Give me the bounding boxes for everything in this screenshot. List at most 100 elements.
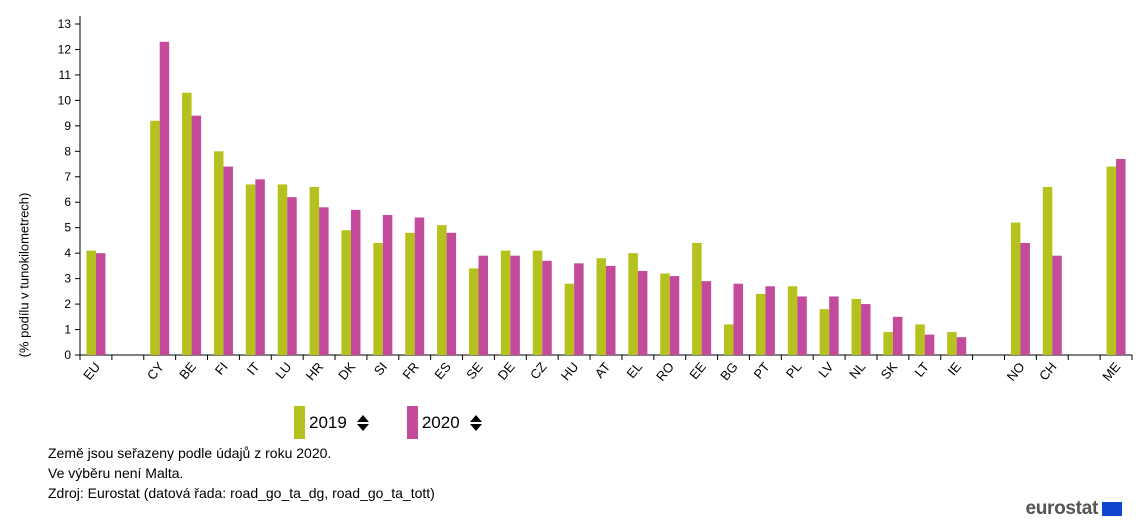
bar-2019-NL [851,298,862,355]
legend-swatch-2020 [406,406,418,439]
bar-2019-LU [277,184,288,355]
bar-2020-SE [478,255,488,355]
x-tick-label-IT: IT [244,359,263,378]
bar-2020-AT [606,265,616,355]
bar-2019-EU [86,250,96,355]
y-tick-label: 12 [58,42,72,56]
bar-2020-RO [669,276,680,355]
bar-2019-DK [341,230,351,355]
bar-2020-BE [191,115,202,356]
note-excluded: Ve výběru není Malta. [48,465,184,481]
y-axis-label-wrap: (% podílu v tunokilometrech) [0,0,40,528]
y-tick-label: 13 [58,17,72,31]
bar-2019-CH [1042,186,1053,355]
bar-2019-HU [564,283,575,355]
bar-2020-DE [510,255,520,355]
bar-2019-RO [660,273,670,355]
bar-2019-CY [150,120,160,355]
legend-item-2019[interactable]: 2019 [294,406,369,439]
x-tick-label-HR: HR [303,359,327,383]
legend-label-2019: 2019 [309,412,347,432]
bar-2019-FI [213,151,224,355]
bar-2019-IT [245,184,256,355]
sort-icon[interactable] [469,414,482,431]
y-tick-label: 4 [64,246,71,260]
bar-2019-NO [1010,222,1021,355]
bar-2020-PT [765,286,775,355]
y-tick-label: 9 [64,119,71,133]
x-tick-label-SE: SE [463,359,486,382]
bar-2019-HR [309,186,320,355]
bar-2019-ES [437,225,447,355]
bar-2019-DE [500,250,511,355]
bar-2020-NO [1020,242,1030,355]
x-tick-label-LV: LV [815,359,836,380]
y-axis-label: (% podílu v tunokilometrech) [16,192,32,358]
x-tick-label-RO: RO [653,359,677,384]
bar-2020-LU [287,197,297,355]
eurostat-logo: eurostat [1025,498,1122,520]
y-tick-label: 10 [58,93,72,107]
bar-2020-CH [1052,255,1062,355]
bar-2020-NL [861,304,871,355]
bar-2020-CY [159,41,170,355]
bar-2019-CZ [532,250,543,355]
bar-2020-EE [701,281,712,355]
bar-2019-SE [468,268,479,355]
bar-2020-SK [892,316,903,355]
bar-2019-FR [405,232,415,355]
x-tick-label-LU: LU [272,359,294,381]
x-tick-label-FI: FI [212,359,231,377]
y-tick-label: 11 [59,68,72,82]
bar-2020-DK [350,209,361,355]
bar-2019-SI [373,242,383,355]
note-source: Zdroj: Eurostat (datová řada: road_go_ta… [48,485,435,501]
bar-2020-BG [733,283,744,355]
bar-2020-IT [255,179,265,355]
y-tick-label: 7 [64,170,71,184]
bar-2019-IE [947,332,957,355]
bar-2020-LT [924,334,935,355]
x-tick-label-PT: PT [751,359,773,381]
bar-2020-EU [95,253,106,355]
bar-2020-ME [1116,158,1126,355]
x-tick-label-CH: CH [1036,359,1060,383]
sort-icon[interactable] [356,414,369,431]
x-tick-label-HU: HU [558,359,582,383]
note-sort-order: Země jsou seřazeny podle údajů z roku 20… [48,445,332,461]
bar-2019-EE [692,242,702,355]
x-tick-label-CY: CY [144,359,167,383]
x-tick-label-ME: ME [1099,359,1123,384]
y-tick-label: 6 [64,195,71,209]
bar-2020-PL [797,296,807,355]
x-tick-label-EE: EE [686,359,709,382]
x-tick-label-DK: DK [335,359,358,383]
bar-2019-LV [819,309,830,355]
bar-2019-BG [724,324,734,355]
bar-2019-AT [596,258,606,355]
x-tick-label-IE: IE [945,359,965,378]
bar-2019-PT [755,293,766,355]
bar-2019-ME [1106,166,1117,355]
chart-notes: Země jsou seřazeny podle údajů z roku 20… [48,443,435,503]
x-tick-label-AT: AT [592,359,614,381]
legend-swatch-2019 [294,406,305,439]
eu-flag-icon [1102,502,1122,516]
bar-2020-HR [319,207,329,355]
x-tick-label-SK: SK [878,359,901,382]
legend-item-2020[interactable]: 2020 [406,406,482,439]
bar-2019-BE [182,92,192,355]
logo-text: eurostat [1025,498,1098,519]
bar-2020-HU [574,263,584,355]
y-tick-label: 3 [64,272,71,286]
x-tick-label-SI: SI [371,359,390,378]
bar-2020-LV [829,296,839,355]
x-tick-label-BE: BE [176,359,199,382]
x-tick-label-EL: EL [623,359,645,381]
x-tick-label-NO: NO [1004,359,1028,384]
y-tick-label: 1 [64,323,71,337]
x-tick-label-NL: NL [846,359,868,381]
bar-2020-ES [446,232,457,355]
bar-2019-PL [787,286,798,355]
